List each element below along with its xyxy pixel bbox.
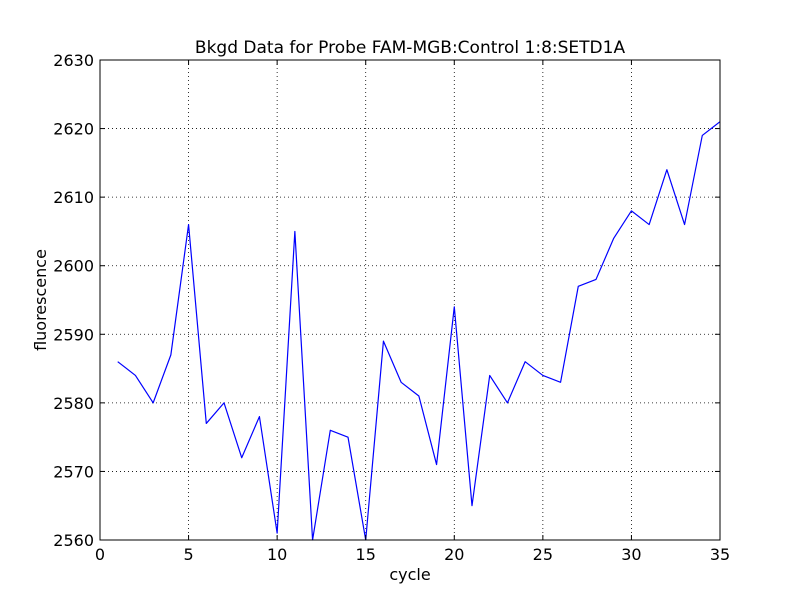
series-line	[117, 121, 721, 541]
y-tick-label: 2590	[53, 325, 94, 344]
y-tick-label: 2620	[53, 120, 94, 139]
x-tick-label: 35	[710, 545, 730, 564]
x-axis-label: cycle	[389, 565, 430, 584]
x-tick-label: 30	[621, 545, 641, 564]
x-tick-label: 25	[533, 545, 553, 564]
plot-frame	[99, 59, 721, 541]
x-tick-label: 5	[183, 545, 193, 564]
x-tick-label: 15	[356, 545, 376, 564]
y-tick-label: 2560	[53, 531, 94, 550]
x-tick-label: 0	[95, 545, 105, 564]
chart-title: Bkgd Data for Probe FAM-MGB:Control 1:8:…	[195, 38, 626, 58]
y-tick-label: 2610	[53, 188, 94, 207]
grid-lines	[100, 60, 720, 540]
y-tick-label: 2600	[53, 257, 94, 276]
series-layer	[117, 121, 721, 541]
y-tick-label: 2570	[53, 462, 94, 481]
y-axis-label: fluorescence	[31, 249, 50, 351]
x-tick-label: 20	[444, 545, 464, 564]
ticks: 0 5 10 15 20 25 30 35 2560 2570 2580 2590 2600 2610 26…	[53, 51, 730, 564]
y-tick-label: 2580	[53, 394, 94, 413]
y-tick-label: 2630	[53, 51, 94, 70]
x-tick-label: 10	[267, 545, 287, 564]
